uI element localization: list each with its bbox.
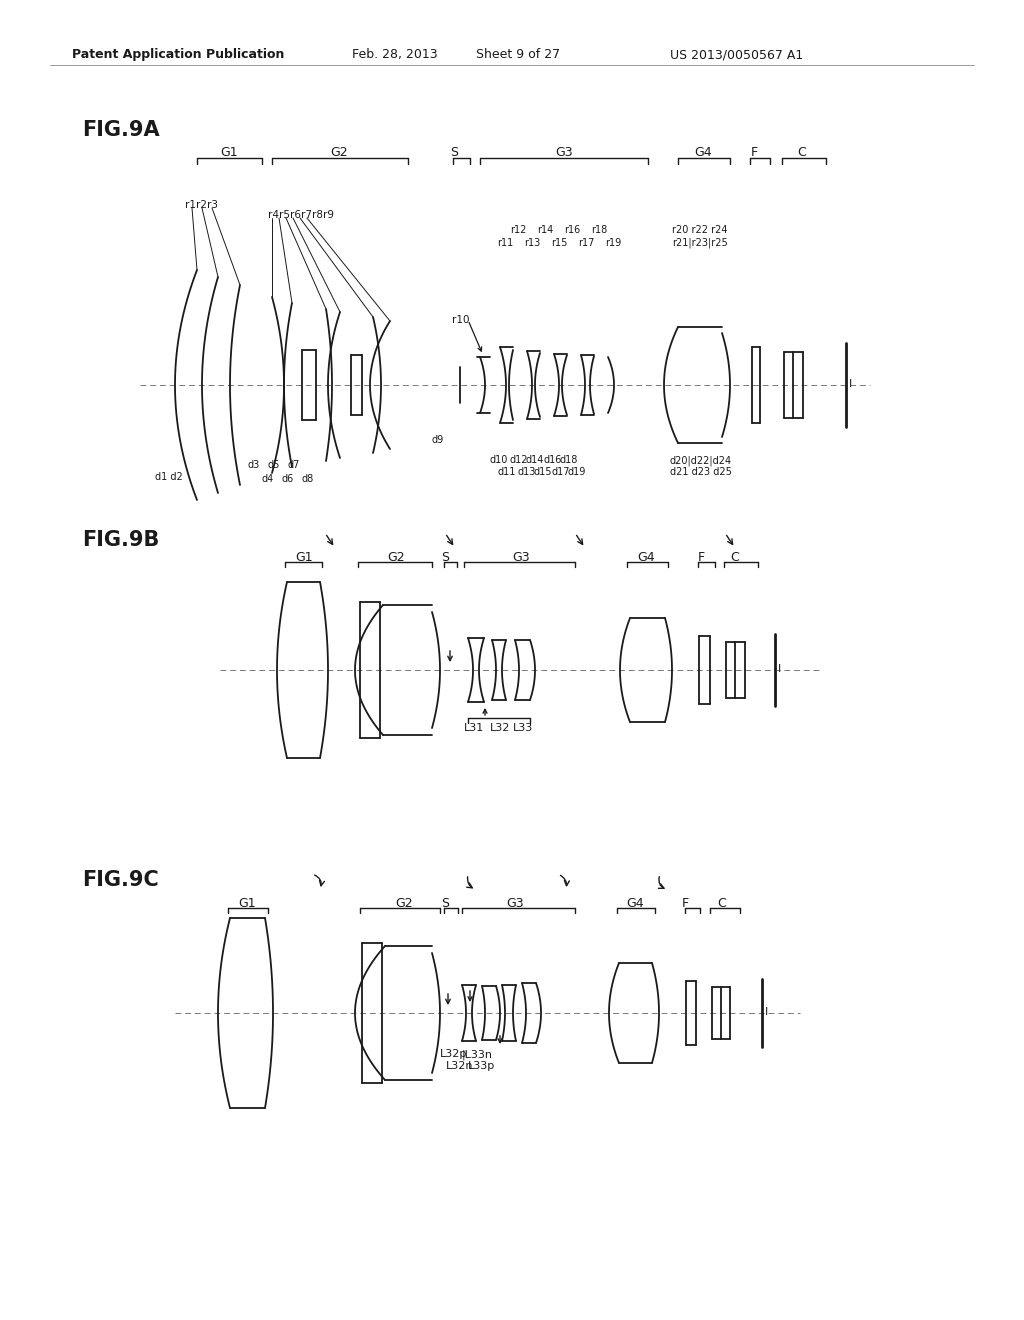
Text: L33p: L33p bbox=[468, 1061, 496, 1071]
Text: C: C bbox=[797, 147, 806, 158]
Text: d16: d16 bbox=[543, 455, 561, 465]
Text: L31: L31 bbox=[464, 723, 484, 733]
Text: d12: d12 bbox=[509, 455, 527, 465]
Text: G2: G2 bbox=[387, 550, 404, 564]
Text: r10: r10 bbox=[452, 315, 469, 325]
Text: d18: d18 bbox=[560, 455, 579, 465]
Text: d10: d10 bbox=[490, 455, 508, 465]
Text: FIG.9C: FIG.9C bbox=[82, 870, 159, 890]
Text: d13: d13 bbox=[517, 467, 536, 477]
Text: d4: d4 bbox=[262, 474, 274, 484]
Text: d7: d7 bbox=[288, 459, 300, 470]
Text: r13: r13 bbox=[524, 238, 541, 248]
Text: G4: G4 bbox=[694, 147, 712, 158]
Text: S: S bbox=[441, 550, 449, 564]
Text: L32p: L32p bbox=[440, 1049, 467, 1059]
Text: d19: d19 bbox=[568, 467, 587, 477]
Text: d8: d8 bbox=[302, 474, 314, 484]
Text: G3: G3 bbox=[512, 550, 529, 564]
Text: d15: d15 bbox=[534, 467, 553, 477]
Text: r19: r19 bbox=[605, 238, 622, 248]
Text: r21|r23|r25: r21|r23|r25 bbox=[672, 238, 728, 248]
Text: d21 d23 d25: d21 d23 d25 bbox=[670, 467, 732, 477]
Text: G1: G1 bbox=[238, 898, 256, 909]
Text: G4: G4 bbox=[637, 550, 654, 564]
Text: d9: d9 bbox=[432, 436, 444, 445]
Text: I: I bbox=[778, 664, 781, 675]
Text: d17: d17 bbox=[551, 467, 569, 477]
Text: r20 r22 r24: r20 r22 r24 bbox=[672, 224, 727, 235]
Text: I: I bbox=[849, 379, 852, 389]
Text: S: S bbox=[450, 147, 458, 158]
Text: d20|d22|d24: d20|d22|d24 bbox=[670, 455, 732, 466]
Text: d5: d5 bbox=[268, 459, 281, 470]
Text: d6: d6 bbox=[282, 474, 294, 484]
Text: F: F bbox=[682, 898, 689, 909]
Text: G2: G2 bbox=[395, 898, 413, 909]
Text: r16: r16 bbox=[564, 224, 581, 235]
Text: d3: d3 bbox=[248, 459, 260, 470]
Text: US 2013/0050567 A1: US 2013/0050567 A1 bbox=[670, 48, 803, 61]
Text: G1: G1 bbox=[220, 147, 238, 158]
Text: |L33n: |L33n bbox=[462, 1049, 493, 1060]
Text: G4: G4 bbox=[626, 898, 644, 909]
Text: r11: r11 bbox=[497, 238, 513, 248]
Text: C: C bbox=[717, 898, 726, 909]
Text: r17: r17 bbox=[578, 238, 594, 248]
Text: d14: d14 bbox=[526, 455, 545, 465]
Text: r4r5r6r7r8r9: r4r5r6r7r8r9 bbox=[268, 210, 334, 220]
Text: G3: G3 bbox=[506, 898, 523, 909]
Text: Patent Application Publication: Patent Application Publication bbox=[72, 48, 285, 61]
Text: G2: G2 bbox=[330, 147, 347, 158]
Text: r18: r18 bbox=[591, 224, 607, 235]
Text: G3: G3 bbox=[555, 147, 572, 158]
Text: I: I bbox=[765, 1007, 768, 1016]
Text: r1r2r3: r1r2r3 bbox=[185, 201, 218, 210]
Text: r14: r14 bbox=[537, 224, 553, 235]
Text: S: S bbox=[441, 898, 449, 909]
Text: Sheet 9 of 27: Sheet 9 of 27 bbox=[476, 48, 560, 61]
Text: F: F bbox=[698, 550, 706, 564]
Text: r15: r15 bbox=[551, 238, 567, 248]
Text: L33: L33 bbox=[513, 723, 534, 733]
Text: L32: L32 bbox=[490, 723, 510, 733]
Text: L32n: L32n bbox=[446, 1061, 473, 1071]
Text: FIG.9A: FIG.9A bbox=[82, 120, 160, 140]
Text: d11: d11 bbox=[498, 467, 516, 477]
Text: C: C bbox=[730, 550, 738, 564]
Text: d1 d2: d1 d2 bbox=[155, 473, 182, 482]
Text: F: F bbox=[751, 147, 758, 158]
Text: r12: r12 bbox=[510, 224, 526, 235]
Text: G1: G1 bbox=[295, 550, 312, 564]
Text: Feb. 28, 2013: Feb. 28, 2013 bbox=[352, 48, 437, 61]
Text: FIG.9B: FIG.9B bbox=[82, 531, 160, 550]
